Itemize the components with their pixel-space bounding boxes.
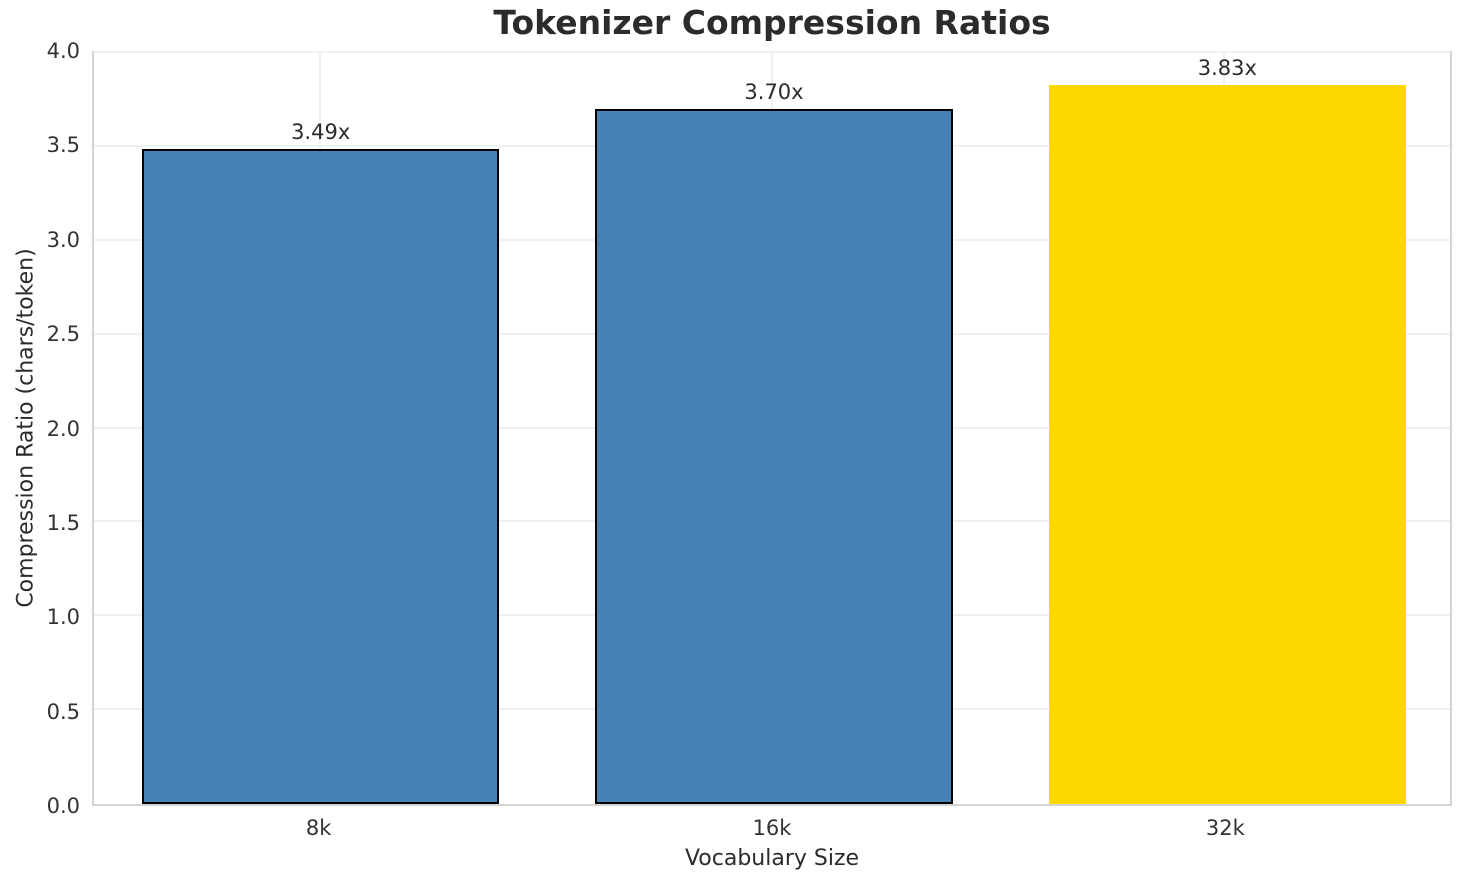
y-tick-label: 1.5 bbox=[46, 510, 80, 535]
y-tick-label: 0.5 bbox=[46, 699, 80, 724]
bar-8k bbox=[142, 148, 500, 804]
y-tick-label: 1.0 bbox=[46, 605, 80, 630]
bar-value-label-8k: 3.49x bbox=[291, 119, 351, 144]
bar-16k bbox=[595, 109, 953, 804]
chart-title: Tokenizer Compression Ratios bbox=[493, 3, 1051, 42]
x-tick-label-8k: 8k bbox=[305, 816, 332, 840]
y-tick-label: 3.5 bbox=[46, 133, 80, 158]
x-axis-label: Vocabulary Size bbox=[684, 846, 860, 871]
y-tick-label: 0.0 bbox=[46, 794, 80, 818]
y-tick-label: 4.0 bbox=[46, 39, 80, 63]
bar-32k bbox=[1048, 84, 1406, 804]
y-tick-label: 2.0 bbox=[46, 416, 80, 441]
y-tick-label: 2.5 bbox=[46, 322, 80, 347]
x-tick-label-16k: 16k bbox=[752, 816, 792, 840]
bar-value-label-32k: 3.83x bbox=[1197, 55, 1257, 80]
plot-area: 3.49x 3.70x 3.83x bbox=[92, 51, 1452, 806]
bar-value-label-16k: 3.70x bbox=[744, 80, 804, 105]
gridline-horizontal bbox=[94, 51, 1450, 53]
x-tick-label-32k: 32k bbox=[1205, 816, 1245, 840]
y-tick-label: 3.0 bbox=[46, 227, 80, 252]
